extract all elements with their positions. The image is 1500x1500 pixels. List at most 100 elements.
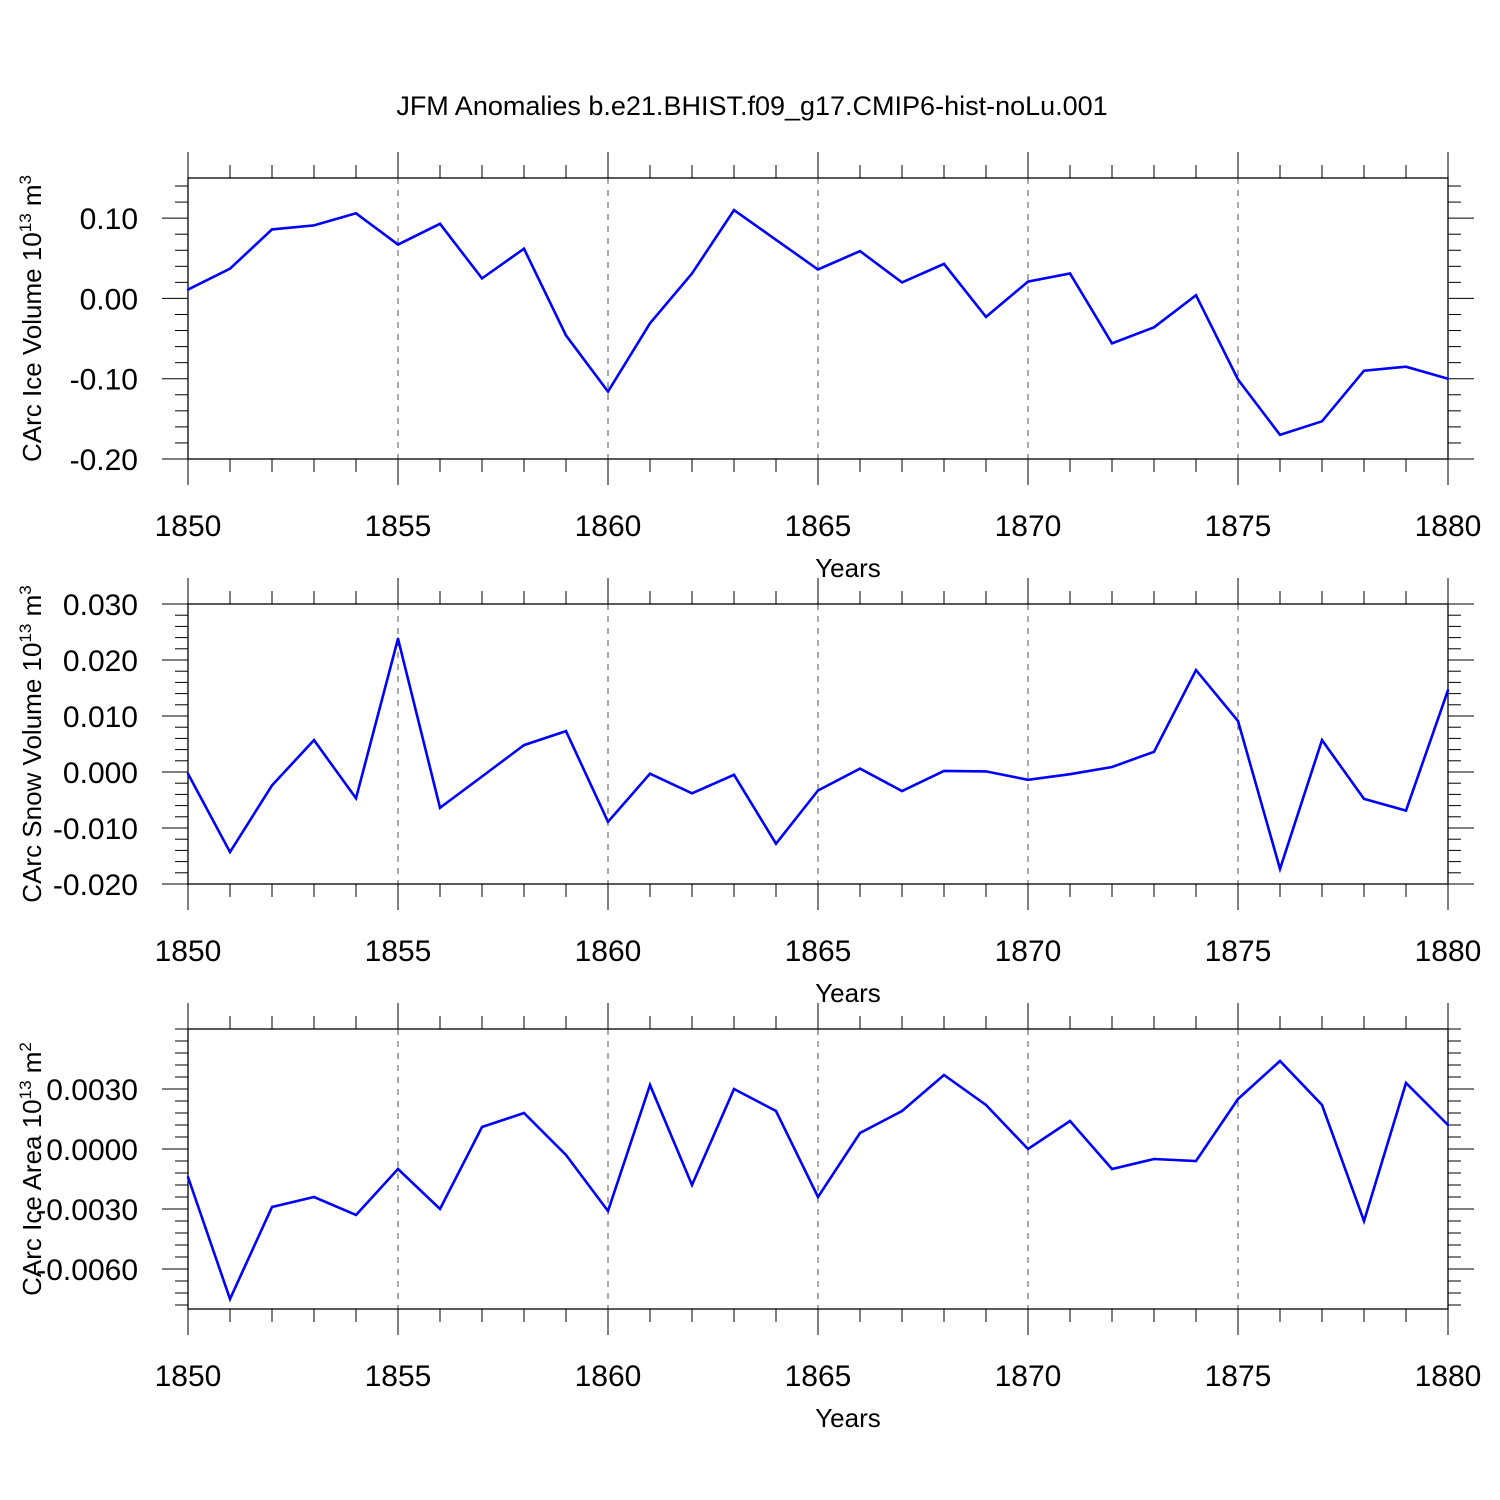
data-point xyxy=(816,268,820,271)
data-point xyxy=(1068,1119,1072,1123)
data-point xyxy=(1446,1123,1450,1127)
y-tick-label: 0.010 xyxy=(63,701,138,734)
data-point xyxy=(1068,272,1072,275)
data-point xyxy=(690,272,694,275)
data-point xyxy=(942,769,946,773)
x-tick-label: 1855 xyxy=(365,935,432,968)
data-point xyxy=(1194,1159,1198,1163)
data-point xyxy=(1152,326,1156,329)
data-point xyxy=(984,1103,988,1107)
plot-frame xyxy=(187,177,1449,460)
x-tick-label: 1880 xyxy=(1415,510,1482,543)
x-tick-label: 1875 xyxy=(1205,1360,1272,1393)
data-point xyxy=(1362,797,1366,801)
data-point xyxy=(774,238,778,242)
x-tick-label: 1870 xyxy=(995,935,1062,968)
x-tick-label: 1860 xyxy=(575,510,642,543)
data-point xyxy=(396,1167,400,1171)
data-point xyxy=(690,1183,694,1187)
data-point xyxy=(270,784,274,787)
y-tick-label: 0.0000 xyxy=(46,1134,138,1167)
data-point xyxy=(522,1111,526,1115)
data-point xyxy=(1194,294,1198,297)
x-tick-label: 1860 xyxy=(575,935,642,968)
data-point xyxy=(858,1131,862,1135)
data-point xyxy=(354,797,358,800)
data-point xyxy=(1404,365,1408,368)
plots-container: 1850 1855 1860 1865 1870 1875 1880 Years -0.20 -0… xyxy=(16,152,1481,1433)
y-tick-label: -0.20 xyxy=(70,444,138,477)
data-point xyxy=(606,1209,610,1213)
data-point xyxy=(438,806,442,810)
data-point xyxy=(1152,750,1156,754)
data-point xyxy=(1110,342,1114,345)
data-point xyxy=(774,842,778,845)
data-point xyxy=(732,773,736,776)
data-point xyxy=(1026,280,1030,283)
x-tick-label: 1850 xyxy=(155,1360,222,1393)
data-point xyxy=(816,789,820,792)
y-tick-label: 0.10 xyxy=(80,203,138,236)
data-point xyxy=(438,1207,442,1211)
data-point xyxy=(228,267,232,270)
x-tick-label: 1880 xyxy=(1415,1360,1482,1393)
x-tick-label: 1865 xyxy=(785,510,852,543)
data-point xyxy=(312,738,316,742)
data-point xyxy=(1404,1081,1408,1085)
x-axis-label: Years xyxy=(815,553,881,583)
x-tick-label: 1870 xyxy=(995,510,1062,543)
data-point xyxy=(1110,1167,1114,1171)
data-point xyxy=(522,247,526,250)
data-point xyxy=(1152,1157,1156,1161)
data-point xyxy=(732,208,736,212)
data-point xyxy=(732,1087,736,1091)
y-tick-label: -0.010 xyxy=(53,813,138,846)
x-tick-label: 1880 xyxy=(1415,935,1482,968)
data-point xyxy=(480,1125,484,1129)
y-axis-label: CArc Snow Volume 1013 m3 xyxy=(16,585,47,902)
data-point xyxy=(396,243,400,246)
data-point xyxy=(564,1153,568,1157)
data-point xyxy=(186,288,190,291)
data-point xyxy=(1362,369,1366,372)
data-point xyxy=(1278,433,1282,437)
data-point xyxy=(354,212,358,215)
x-axis-label: Years xyxy=(815,1403,881,1433)
data-point xyxy=(480,775,484,778)
x-tick-label: 1855 xyxy=(365,1360,432,1393)
data-point xyxy=(564,334,568,337)
data-point xyxy=(1236,378,1240,381)
x-tick-label: 1860 xyxy=(575,1360,642,1393)
data-point xyxy=(900,281,904,284)
data-point xyxy=(396,637,400,640)
data-point xyxy=(1446,689,1450,692)
data-point xyxy=(984,770,988,773)
data-point xyxy=(774,1109,778,1113)
data-point xyxy=(942,262,946,266)
panel-ice-area: 1850 1855 1860 1865 1870 1875 1880 Years -0.0060… xyxy=(16,1003,1481,1433)
figure-title: JFM Anomalies b.e21.BHIST.f09_g17.CMIP6-… xyxy=(396,91,1107,121)
x-tick-label: 1865 xyxy=(785,1360,852,1393)
data-point xyxy=(480,277,484,280)
data-point xyxy=(270,1205,274,1209)
data-point xyxy=(858,767,862,770)
y-tick-label: 0.030 xyxy=(63,589,138,622)
data-point xyxy=(1404,809,1408,812)
data-point xyxy=(1320,420,1324,423)
data-point xyxy=(816,1195,820,1199)
data-point xyxy=(354,1213,358,1217)
data-point xyxy=(648,772,652,775)
data-point xyxy=(1278,1059,1282,1063)
data-point xyxy=(606,390,610,393)
x-tick-label: 1875 xyxy=(1205,510,1272,543)
data-point xyxy=(270,228,274,231)
data-point xyxy=(942,1073,946,1077)
y-tick-label: -0.020 xyxy=(53,869,138,902)
x-tick-label: 1850 xyxy=(155,935,222,968)
series-line xyxy=(186,1059,1449,1303)
y-tick-label: 0.000 xyxy=(63,757,138,790)
data-point xyxy=(648,322,652,325)
data-point xyxy=(1320,738,1324,742)
panel-snow-volume: 1850 1855 1860 1865 1870 1875 1880 Years -0.020 -… xyxy=(16,578,1481,1008)
data-point xyxy=(1026,1147,1030,1151)
